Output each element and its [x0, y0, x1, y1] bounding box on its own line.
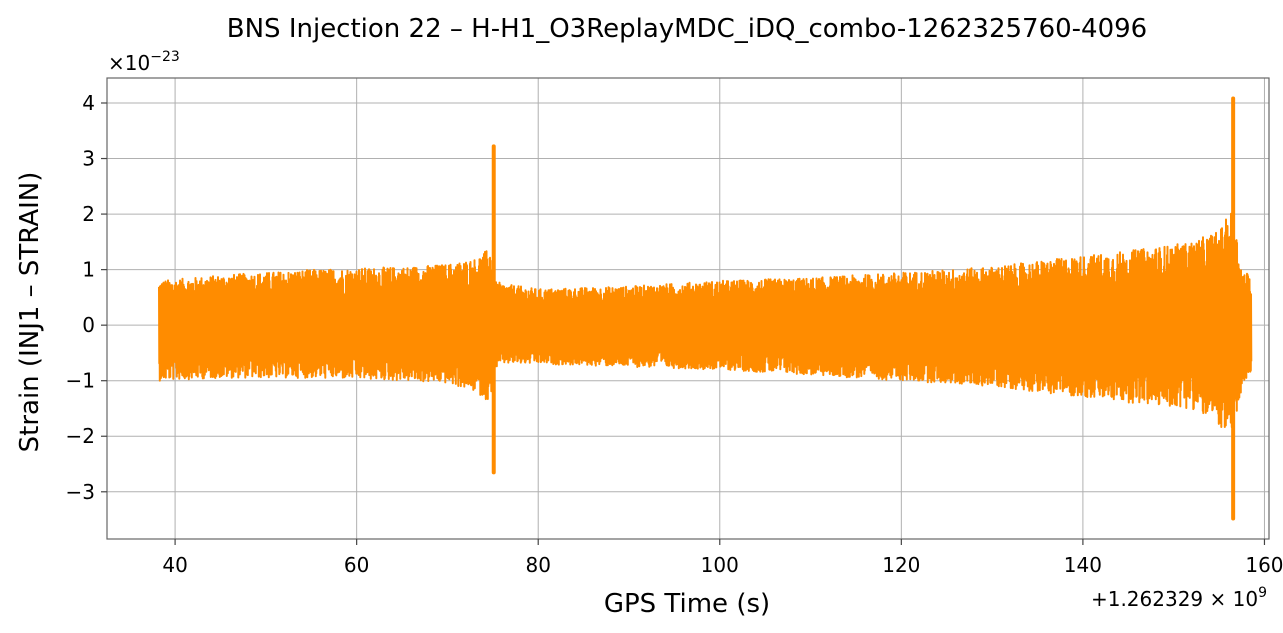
x-tick-label: 100: [701, 553, 739, 577]
y-scale-factor: ×10−23: [108, 49, 180, 75]
chart-title: BNS Injection 22 – H-H1_O3ReplayMDC_iDQ_…: [227, 14, 1147, 44]
x-tick-label: 40: [162, 553, 187, 577]
y-tick-label: 2: [82, 202, 95, 226]
y-tick-label: 0: [82, 313, 95, 337]
y-tick-label: −1: [66, 369, 95, 393]
y-tick-label: 3: [82, 147, 95, 171]
x-tick-label: 80: [525, 553, 550, 577]
y-axis-label: Strain (INJ1 – STRAIN): [15, 172, 45, 453]
y-tick-label: −2: [66, 424, 95, 448]
series-strain: [158, 96, 1253, 521]
y-tick-label: −3: [66, 480, 95, 504]
x-offset-label: +1.262329 × 109: [1091, 585, 1267, 611]
strain-trace: [158, 212, 1253, 429]
y-tick-label: 1: [82, 258, 95, 282]
axis-ticks: 40 60 80 100 120 140 160 −3 −2 −1 0 1 2 3 4: [66, 91, 1283, 577]
x-tick-label: 160: [1245, 553, 1283, 577]
x-tick-label: 120: [882, 553, 920, 577]
x-axis-label: GPS Time (s): [604, 589, 770, 619]
plot-area-frame: [106, 77, 1270, 540]
y-tick-label: 4: [82, 91, 95, 115]
x-tick-label: 140: [1064, 553, 1102, 577]
x-tick-label: 60: [344, 553, 369, 577]
